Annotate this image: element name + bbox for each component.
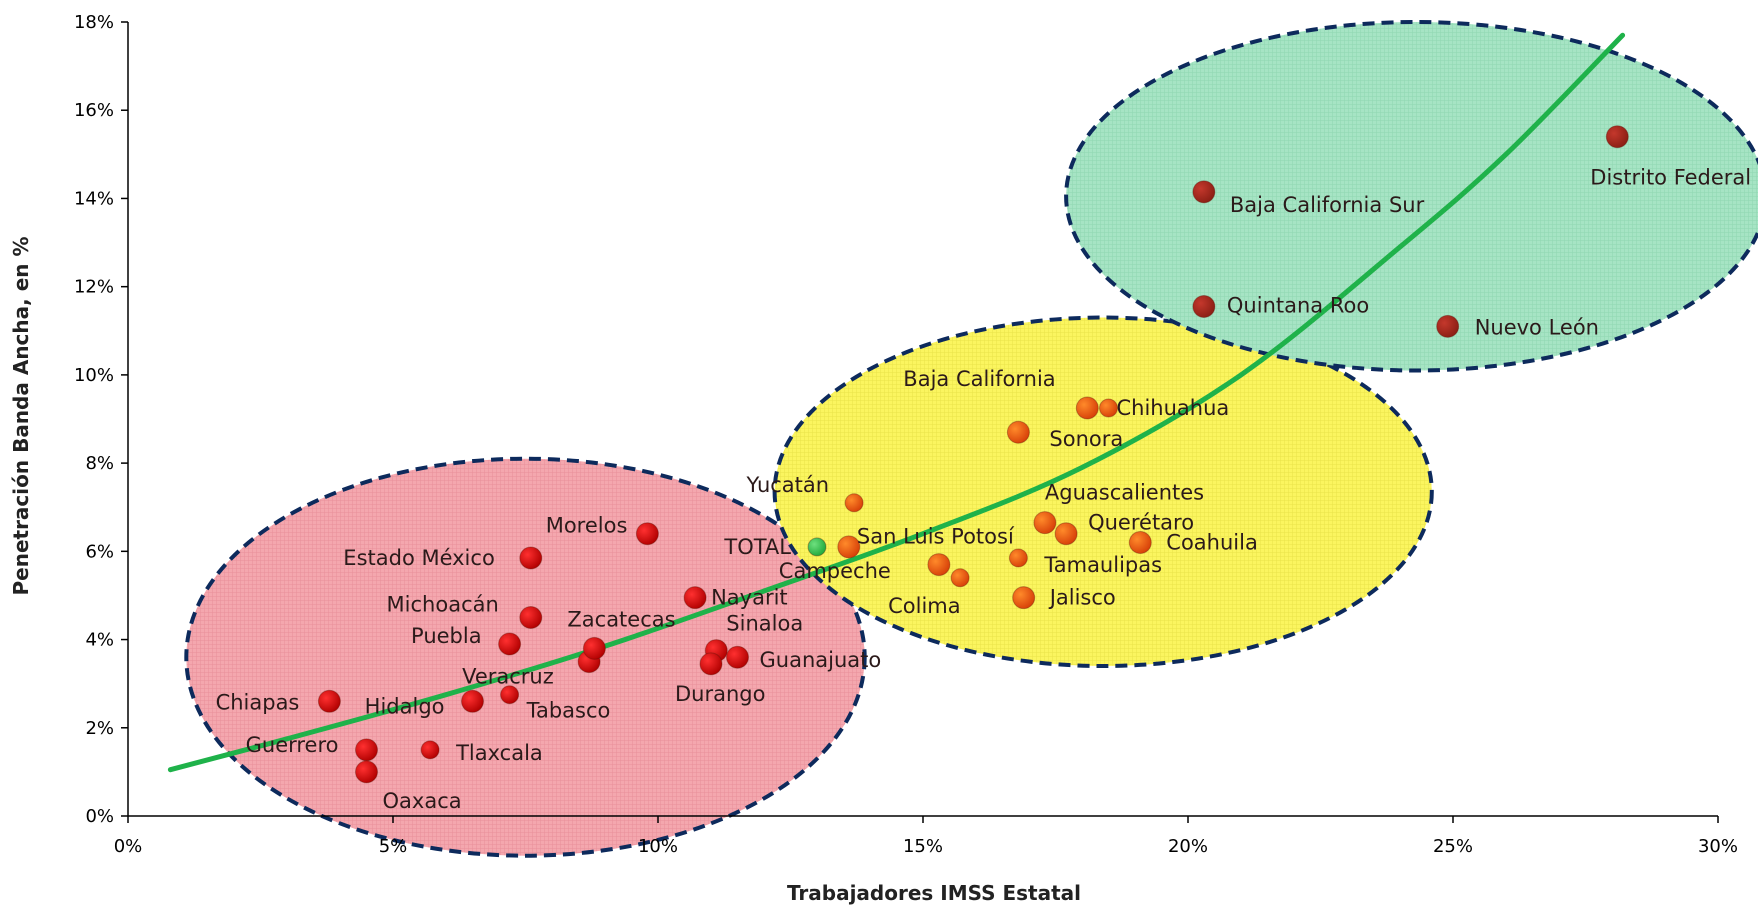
point-tlaxcala bbox=[420, 740, 440, 760]
point-label: Guanajuato bbox=[760, 648, 882, 672]
x-tick-label: 5% bbox=[379, 836, 408, 857]
point-label: Hidalgo bbox=[365, 694, 445, 718]
point-label: Estado México bbox=[343, 546, 495, 570]
point-label: Morelos bbox=[546, 514, 628, 538]
y-axis-title: Penetración Banda Ancha, en % bbox=[9, 236, 33, 595]
point-label: Veracruz bbox=[462, 665, 554, 689]
point-label: Guerrero bbox=[246, 733, 339, 757]
point-guerrero bbox=[355, 738, 378, 762]
point-label: Zacatecas bbox=[567, 607, 675, 631]
point-label: TOTAL bbox=[723, 535, 791, 559]
region-ellipse-mid bbox=[772, 315, 1434, 669]
point-sonora bbox=[1006, 420, 1030, 444]
point-aguascalientes bbox=[1033, 511, 1057, 535]
point-label: Chiapas bbox=[216, 690, 300, 714]
point-label: Aguascalientes bbox=[1045, 481, 1204, 505]
point-colima bbox=[950, 568, 970, 588]
point-label: Coahuila bbox=[1166, 531, 1258, 555]
point-campeche bbox=[837, 535, 861, 559]
point-baja-california-sur bbox=[1192, 180, 1216, 204]
point-label: Baja California Sur bbox=[1230, 193, 1425, 217]
point-zacatecas bbox=[582, 636, 606, 660]
point-estado-m-xico bbox=[519, 546, 543, 570]
point-durango bbox=[699, 652, 723, 676]
x-tick-label: 25% bbox=[1433, 836, 1473, 857]
point-total bbox=[807, 537, 827, 557]
x-tick-label: 10% bbox=[638, 836, 678, 857]
data-points bbox=[317, 125, 1629, 784]
x-tick-label: 30% bbox=[1698, 836, 1738, 857]
x-tick-label: 15% bbox=[903, 836, 943, 857]
point-label: Sonora bbox=[1049, 427, 1123, 451]
point-michoac-n bbox=[519, 606, 543, 629]
y-tick-label: 0% bbox=[85, 806, 114, 827]
point-label: Durango bbox=[675, 682, 765, 706]
point-chihuahua bbox=[1099, 398, 1118, 418]
point-label: Distrito Federal bbox=[1590, 166, 1751, 190]
point-nuevo-le-n bbox=[1436, 314, 1460, 338]
point-label: Tabasco bbox=[526, 699, 611, 723]
axes: 0% 2% 4% 6% 8% 10% 12% 14% 16% 18% 0% 5% 10% 15% 20% 25… bbox=[74, 12, 1738, 857]
y-tick-label: 6% bbox=[85, 541, 114, 562]
point-label: Michoacán bbox=[387, 593, 499, 617]
trendline-group bbox=[167, 32, 1626, 773]
point-tabasco bbox=[500, 685, 520, 705]
point-label: Baja California bbox=[903, 367, 1055, 391]
point-quintana-roo bbox=[1192, 295, 1216, 319]
x-tick-label: 0% bbox=[114, 836, 143, 857]
point-label: Jalisco bbox=[1048, 586, 1116, 610]
y-tick-label: 18% bbox=[74, 12, 114, 33]
point-morelos bbox=[635, 522, 659, 546]
point-labels: Guerrero Oaxaca Tlaxcala Chiapas Hidalgo Taba… bbox=[216, 166, 1752, 813]
point-tamaulipas bbox=[1008, 548, 1028, 568]
point-coahuila bbox=[1128, 531, 1152, 555]
point-jalisco bbox=[1012, 586, 1036, 610]
trendline bbox=[167, 32, 1626, 773]
region-ellipses bbox=[184, 20, 1758, 858]
point-label: Tamaulipas bbox=[1043, 553, 1162, 577]
point-guanajuato bbox=[726, 645, 749, 669]
point-label: Sinaloa bbox=[726, 612, 803, 636]
point-label: Nuevo León bbox=[1475, 315, 1599, 339]
point-label: San Luis Potosí bbox=[857, 525, 1015, 549]
point-label: Tlaxcala bbox=[455, 741, 543, 765]
point-chiapas bbox=[317, 689, 341, 713]
point-oaxaca bbox=[355, 760, 378, 784]
point-quer-taro bbox=[1054, 522, 1078, 546]
region-ellipse-low bbox=[184, 456, 867, 858]
y-tick-label: 2% bbox=[85, 718, 114, 739]
y-tick-label: 12% bbox=[74, 277, 114, 298]
y-tick-label: 8% bbox=[85, 453, 114, 474]
point-label: Oaxaca bbox=[383, 789, 462, 813]
point-yucat-n bbox=[844, 493, 864, 513]
point-label: Quintana Roo bbox=[1227, 294, 1369, 318]
point-label: Chihuahua bbox=[1117, 396, 1230, 420]
x-tick-label: 20% bbox=[1168, 836, 1208, 857]
region-ellipse-high bbox=[1064, 20, 1758, 373]
y-tick-label: 4% bbox=[85, 630, 114, 651]
point-distrito-federal bbox=[1605, 125, 1629, 149]
y-tick-label: 16% bbox=[74, 100, 114, 121]
point-label: Nayarit bbox=[711, 586, 788, 610]
point-baja-california bbox=[1075, 396, 1099, 420]
point-label: Puebla bbox=[411, 624, 482, 648]
x-axis-title: Trabajadores IMSS Estatal bbox=[787, 881, 1081, 905]
point-label: Yucatán bbox=[746, 473, 830, 497]
point-puebla bbox=[498, 632, 522, 656]
point-nayarit bbox=[683, 586, 707, 610]
point-san-luis-potos- bbox=[927, 553, 951, 577]
y-tick-label: 14% bbox=[74, 188, 114, 209]
point-label: Campeche bbox=[779, 559, 891, 583]
point-hidalgo bbox=[461, 689, 484, 713]
point-label: Colima bbox=[888, 594, 961, 618]
y-tick-label: 10% bbox=[74, 365, 114, 386]
point-label: Querétaro bbox=[1088, 511, 1194, 535]
